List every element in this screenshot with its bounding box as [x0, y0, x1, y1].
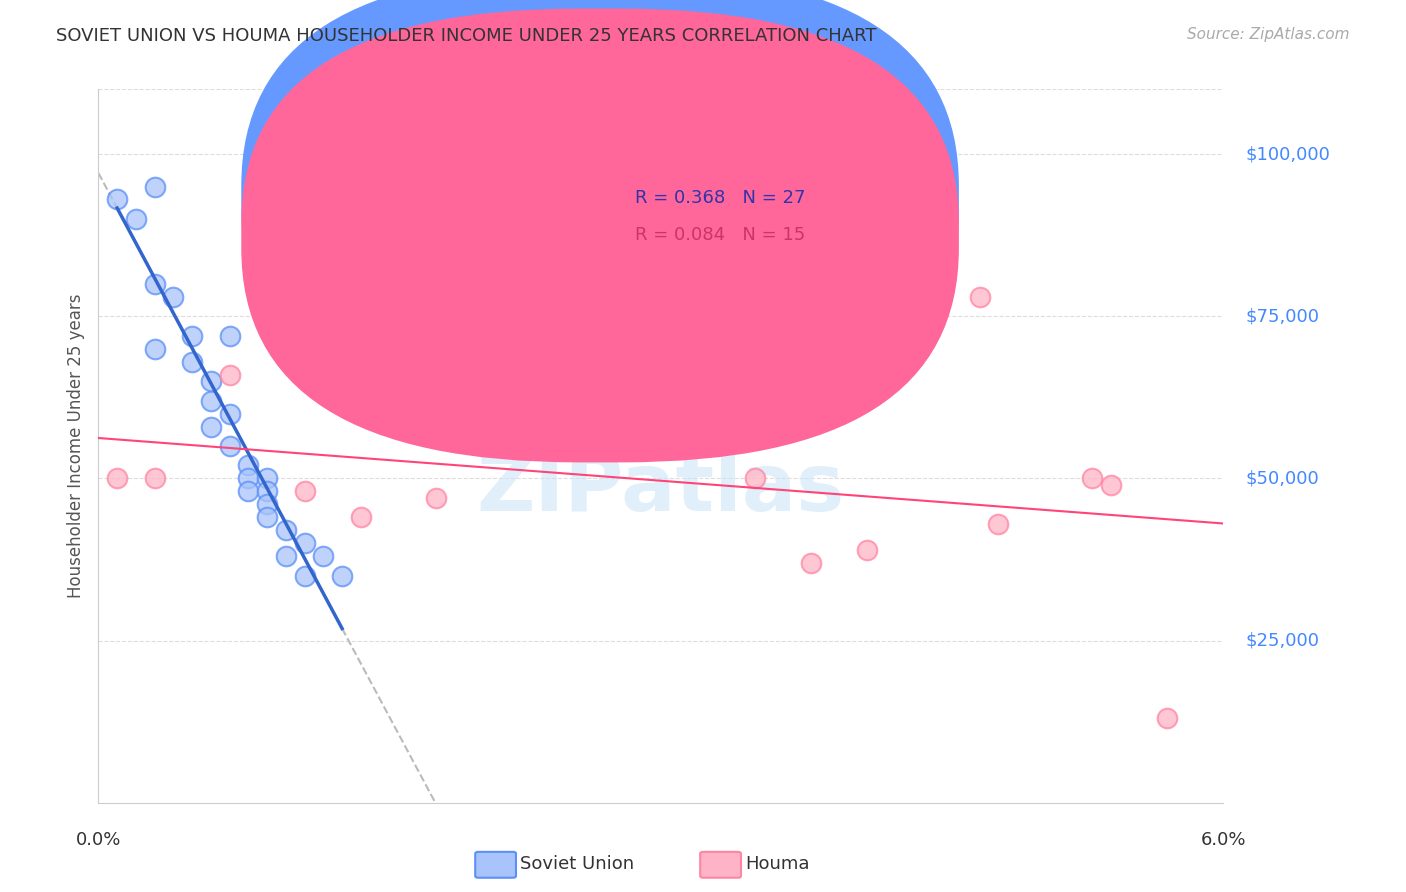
- Point: [294, 568, 316, 582]
- Point: [800, 556, 823, 570]
- Point: [200, 374, 222, 388]
- Point: [238, 471, 260, 485]
- Point: [274, 549, 297, 564]
- Text: 0.0%: 0.0%: [76, 831, 121, 849]
- Point: [218, 407, 240, 421]
- Text: Houma: Houma: [745, 855, 810, 873]
- Point: [856, 542, 879, 557]
- Point: [744, 471, 766, 485]
- FancyBboxPatch shape: [242, 0, 959, 425]
- Point: [256, 510, 278, 524]
- Text: Source: ZipAtlas.com: Source: ZipAtlas.com: [1187, 27, 1350, 42]
- Point: [256, 471, 278, 485]
- Point: [256, 497, 278, 511]
- Point: [425, 491, 447, 505]
- Point: [238, 484, 260, 499]
- Point: [181, 354, 204, 368]
- Point: [162, 290, 184, 304]
- Point: [125, 211, 148, 226]
- Y-axis label: Householder Income Under 25 years: Householder Income Under 25 years: [66, 293, 84, 599]
- Point: [218, 439, 240, 453]
- Point: [143, 342, 166, 356]
- Point: [105, 193, 128, 207]
- Text: 6.0%: 6.0%: [1201, 831, 1246, 849]
- Point: [1081, 471, 1104, 485]
- Text: Soviet Union: Soviet Union: [520, 855, 634, 873]
- Text: SOVIET UNION VS HOUMA HOUSEHOLDER INCOME UNDER 25 YEARS CORRELATION CHART: SOVIET UNION VS HOUMA HOUSEHOLDER INCOME…: [56, 27, 877, 45]
- Point: [238, 458, 260, 473]
- Point: [143, 179, 166, 194]
- Text: ZIPatlas: ZIPatlas: [477, 450, 845, 528]
- Point: [181, 328, 204, 343]
- Point: [200, 393, 222, 408]
- Point: [143, 277, 166, 291]
- Point: [294, 484, 316, 499]
- Text: $50,000: $50,000: [1246, 469, 1319, 487]
- Point: [294, 536, 316, 550]
- Point: [274, 524, 297, 538]
- Text: R = 0.084   N = 15: R = 0.084 N = 15: [636, 227, 806, 244]
- Point: [256, 484, 278, 499]
- Text: $100,000: $100,000: [1246, 145, 1330, 163]
- Point: [575, 277, 598, 291]
- Point: [312, 549, 335, 564]
- Text: $75,000: $75,000: [1246, 307, 1320, 326]
- FancyBboxPatch shape: [554, 171, 869, 268]
- Point: [1099, 478, 1122, 492]
- Point: [143, 471, 166, 485]
- Point: [218, 328, 240, 343]
- Point: [218, 368, 240, 382]
- Point: [330, 568, 353, 582]
- Point: [987, 516, 1010, 531]
- Text: R = 0.368   N = 27: R = 0.368 N = 27: [636, 189, 806, 207]
- Point: [350, 510, 373, 524]
- FancyBboxPatch shape: [242, 9, 959, 462]
- Point: [1156, 711, 1178, 725]
- Point: [200, 419, 222, 434]
- Text: $25,000: $25,000: [1246, 632, 1320, 649]
- Point: [105, 471, 128, 485]
- Point: [969, 290, 991, 304]
